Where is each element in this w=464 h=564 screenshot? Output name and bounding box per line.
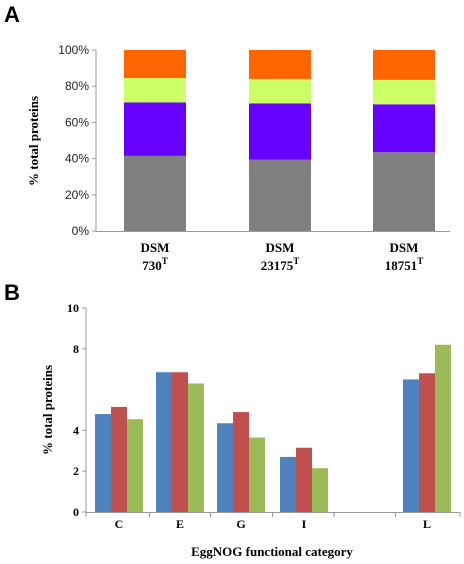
chart-a-y-tick-label: 100% bbox=[58, 43, 89, 57]
chart-a-category-label: DSM bbox=[141, 240, 170, 255]
chart-a-y-tick-label: 20% bbox=[65, 188, 89, 202]
chart-b-bar bbox=[233, 412, 249, 512]
panel-b-letter: B bbox=[4, 280, 20, 305]
chart-a-bar-segment bbox=[124, 102, 186, 156]
chart-a-bar-segment bbox=[373, 104, 435, 153]
panel-a-letter: A bbox=[4, 2, 20, 27]
chart-b-bar bbox=[188, 383, 204, 512]
chart-a-category-sublabel: 23175T bbox=[261, 256, 300, 273]
chart-a-bar-segment bbox=[373, 50, 435, 80]
chart-a-bar-segment bbox=[373, 79, 435, 105]
chart-b-y-axis-label: % total proteins bbox=[40, 365, 55, 455]
chart-b: % total proteins EggNOG functional categ… bbox=[40, 301, 461, 559]
chart-a-bar-segment bbox=[249, 159, 311, 231]
chart-b-bar bbox=[403, 379, 419, 512]
chart-a-y-tick-label: 40% bbox=[65, 152, 89, 166]
chart-a-bar-segment bbox=[249, 50, 311, 79]
chart-a-category-sublabel: 18751T bbox=[385, 256, 424, 273]
chart-a-y-tick-label: 80% bbox=[65, 79, 89, 93]
chart-a: % total proteins 0%20%40%60%80%100%DSM73… bbox=[26, 43, 450, 273]
chart-b-x-axis-label: EggNOG functional category bbox=[191, 544, 353, 559]
chart-b-bar bbox=[419, 373, 435, 512]
chart-a-bar-segment bbox=[249, 103, 311, 160]
chart-a-y-axis-label: % total proteins bbox=[26, 96, 41, 186]
chart-b-category-label: E bbox=[176, 517, 184, 531]
chart-b-bar bbox=[156, 372, 172, 512]
chart-a-bar-segment bbox=[373, 152, 435, 231]
chart-b-bar bbox=[280, 456, 296, 512]
chart-b-category-label: C bbox=[115, 517, 124, 531]
chart-a-bar-segment bbox=[124, 78, 186, 103]
chart-b-category-label: L bbox=[423, 517, 431, 531]
chart-a-category-sublabel: 730T bbox=[142, 256, 168, 273]
chart-a-bar-segment bbox=[249, 78, 311, 104]
chart-b-bar bbox=[111, 406, 127, 512]
chart-b-bar bbox=[95, 414, 111, 512]
chart-b-y-tick-label: 4 bbox=[73, 423, 79, 437]
chart-a-category-label: DSM bbox=[266, 240, 295, 255]
chart-b-bar bbox=[127, 419, 143, 512]
chart-b-bar bbox=[435, 344, 451, 512]
chart-b-y-tick-label: 8 bbox=[73, 342, 79, 356]
chart-b-bar bbox=[172, 372, 188, 512]
chart-b-bar bbox=[296, 447, 312, 512]
chart-a-category-label: DSM bbox=[390, 240, 419, 255]
chart-b-bar bbox=[217, 423, 233, 512]
chart-a-y-tick-label: 0% bbox=[72, 224, 90, 238]
chart-a-bar-segment bbox=[124, 50, 186, 79]
chart-a-y-tick-label: 60% bbox=[65, 115, 89, 129]
chart-b-bar bbox=[312, 468, 328, 512]
chart-b-y-tick-label: 10 bbox=[67, 301, 79, 315]
chart-b-bar bbox=[249, 437, 265, 512]
chart-b-y-tick-label: 0 bbox=[73, 505, 79, 519]
chart-a-bar-segment bbox=[124, 155, 186, 231]
chart-b-category-label: I bbox=[302, 517, 307, 531]
chart-b-y-tick-label: 2 bbox=[73, 464, 79, 478]
chart-b-category-label: G bbox=[236, 517, 245, 531]
